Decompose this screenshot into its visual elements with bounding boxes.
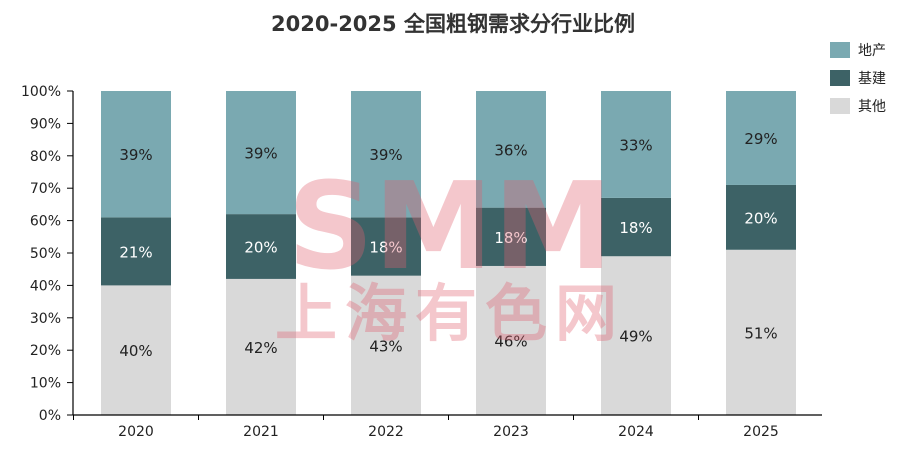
legend-swatch xyxy=(830,42,850,58)
bar-segment-2020-0 xyxy=(101,285,171,415)
watermark-cn: 上海有色网 xyxy=(275,277,625,350)
x-tick-label: 2025 xyxy=(743,424,779,440)
data-label: 29% xyxy=(744,130,777,148)
data-label: 51% xyxy=(744,324,777,342)
bar-segment-2025-1 xyxy=(726,184,796,250)
bar-segment-2025-0 xyxy=(726,249,796,415)
data-label: 18% xyxy=(369,239,402,257)
bar-segment-2023-2 xyxy=(476,91,546,208)
y-tick-label: 50% xyxy=(30,246,61,262)
legend-swatch xyxy=(830,70,850,86)
bar-segment-2024-0 xyxy=(601,256,671,415)
x-tick-label: 2023 xyxy=(493,424,529,440)
y-tick-label: 90% xyxy=(30,116,61,132)
data-label: 39% xyxy=(369,146,402,164)
bar-segment-2022-2 xyxy=(351,91,421,218)
y-tick-label: 40% xyxy=(30,278,61,294)
y-tick-label: 80% xyxy=(30,149,61,165)
data-label: 20% xyxy=(244,239,277,257)
data-label: 46% xyxy=(494,332,527,350)
data-label: 40% xyxy=(119,342,152,360)
data-label: 20% xyxy=(744,209,777,227)
legend-label: 其他 xyxy=(858,99,886,115)
y-tick-label: 30% xyxy=(30,311,61,327)
legend-swatch xyxy=(830,98,850,114)
y-tick-label: 100% xyxy=(21,84,61,100)
bar-segment-2022-1 xyxy=(351,217,421,276)
data-label: 39% xyxy=(119,146,152,164)
watermark-smm: SMM xyxy=(287,158,612,297)
x-tick-label: 2020 xyxy=(118,424,154,440)
bar-segment-2022-0 xyxy=(351,275,421,415)
y-tick-label: 0% xyxy=(39,408,61,424)
data-label: 33% xyxy=(619,136,652,154)
data-label: 36% xyxy=(494,141,527,159)
x-tick-label: 2024 xyxy=(618,424,654,440)
bar-segment-2020-2 xyxy=(101,91,171,218)
bar-segment-2021-2 xyxy=(226,91,296,215)
bar-segment-2020-1 xyxy=(101,217,171,286)
data-label: 21% xyxy=(119,243,152,261)
x-tick-label: 2021 xyxy=(243,424,279,440)
bar-segment-2023-0 xyxy=(476,265,546,415)
data-label: 49% xyxy=(619,328,652,346)
bar-segment-2024-2 xyxy=(601,91,671,198)
bar-segment-2024-1 xyxy=(601,197,671,257)
bar-segment-2023-1 xyxy=(476,207,546,266)
chart-title: 2020-2025 全国粗钢需求分行业比例 xyxy=(271,12,635,36)
legend-label: 基建 xyxy=(858,71,886,87)
x-tick-label: 2022 xyxy=(368,424,404,440)
y-tick-label: 60% xyxy=(30,214,61,230)
y-tick-label: 70% xyxy=(30,181,61,197)
y-tick-label: 20% xyxy=(30,343,61,359)
legend-label: 地产 xyxy=(858,43,886,59)
bar-segment-2021-1 xyxy=(226,214,296,279)
data-label: 18% xyxy=(619,219,652,237)
y-tick-label: 10% xyxy=(30,376,61,392)
legend: 地产 基建 其他 xyxy=(830,36,886,120)
data-label: 39% xyxy=(244,145,277,163)
bar-segment-2021-0 xyxy=(226,278,296,415)
data-label: 42% xyxy=(244,339,277,357)
legend-item: 地产 xyxy=(830,36,886,64)
data-label: 43% xyxy=(369,337,402,355)
bar-segment-2025-2 xyxy=(726,91,796,185)
data-label: 18% xyxy=(494,229,527,247)
legend-item: 其他 xyxy=(830,92,886,120)
legend-item: 基建 xyxy=(830,64,886,92)
